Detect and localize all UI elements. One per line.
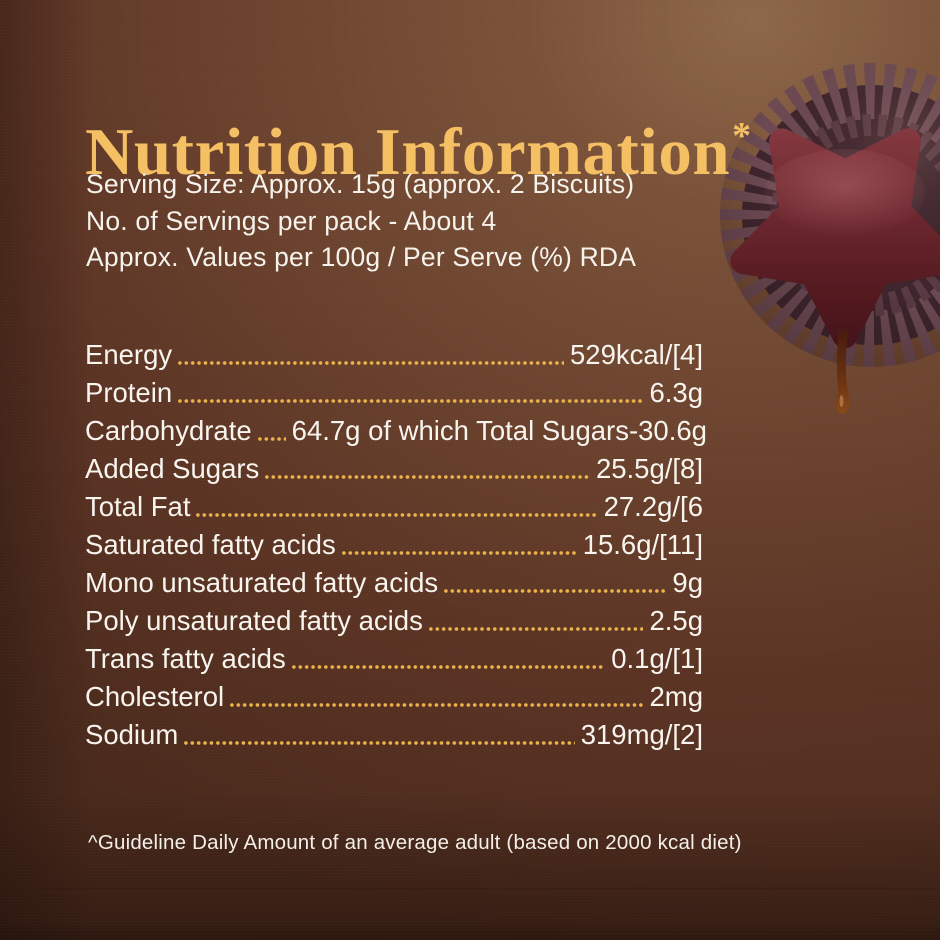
nutrient-label: Total Fat — [85, 491, 191, 522]
serving-size-line: Serving Size: Approx. 15g (approx. 2 Bis… — [86, 169, 635, 199]
nutrient-value: 64.7g of which Total Sugars-30.6g — [291, 415, 707, 446]
dotted-leader — [341, 551, 577, 555]
chocolate-drip — [835, 329, 850, 414]
nutrient-label: Cholesterol — [85, 681, 225, 712]
nutrition-row: Protein 6.3g — [85, 374, 703, 412]
nutrition-row: Sodium 319mg/[2] — [85, 716, 703, 754]
nutrient-label: Energy — [85, 339, 173, 370]
nutrient-value: 2.5g — [649, 605, 703, 636]
nutrient-label: Sodium — [85, 719, 179, 750]
nutrition-table: Energy 529kcal/[4] Protein 6.3g Carbohyd… — [85, 336, 707, 754]
chocolate-star — [730, 128, 940, 348]
nutrient-label: Saturated fatty acids — [85, 529, 336, 560]
nutrition-row: Total Fat 27.2g/[6 — [85, 488, 703, 526]
dotted-leader — [291, 665, 606, 669]
nutrient-label: Trans fatty acids — [85, 643, 286, 674]
surface-scratch-line — [0, 931, 940, 932]
nutrition-row: Energy 529kcal/[4] — [85, 336, 703, 374]
chocolate-star-biscuit-image — [720, 63, 940, 414]
nutrient-value: 25.5g/[8] — [595, 453, 703, 484]
nutrient-label: Added Sugars — [85, 453, 260, 484]
dotted-leader — [230, 703, 644, 707]
nutrition-row: Saturated fatty acids 15.6g/[11] — [85, 526, 703, 564]
nutrient-value: 2mg — [649, 681, 704, 712]
guideline-footnote: ^Guideline Daily Amount of an average ad… — [88, 831, 742, 854]
values-basis-line: Approx. Values per 100g / Per Serve (%) … — [86, 242, 637, 272]
nutrient-value: 27.2g/[6 — [603, 491, 703, 522]
surface-scratch-line — [0, 888, 940, 889]
dotted-leader — [428, 627, 644, 631]
page-title-text: Nutrition Information — [85, 114, 731, 189]
nutrient-value: 319mg/[2] — [580, 719, 703, 750]
dotted-leader — [257, 437, 286, 441]
nutrient-value: 15.6g/[11] — [582, 529, 703, 560]
dotted-leader — [444, 589, 667, 593]
nutrient-value: 6.3g — [649, 377, 703, 408]
dotted-leader — [265, 475, 590, 479]
servings-per-pack-line: No. of Servings per pack - About 4 — [86, 205, 497, 236]
nutrition-row: Added Sugars 25.5g/[8] — [85, 450, 703, 488]
nutrition-row: Cholesterol 2mg — [85, 678, 703, 716]
nutrition-row: Carbohydrate 64.7g of which Total Sugars… — [85, 412, 707, 450]
dotted-leader — [178, 361, 564, 365]
nutrition-row: Mono unsaturated fatty acids 9g — [85, 564, 703, 602]
nutrient-value: 0.1g/[1] — [611, 643, 703, 674]
dotted-leader — [196, 513, 598, 517]
nutrient-value: 9g — [672, 567, 703, 598]
dotted-leader — [178, 399, 644, 403]
dotted-leader — [184, 741, 575, 745]
nutrient-label: Protein — [85, 377, 173, 408]
nutrition-row: Poly unsaturated fatty acids 2.5g — [85, 602, 703, 640]
title-asterisk: * — [732, 114, 752, 157]
nutrient-label: Carbohydrate — [85, 415, 252, 446]
nutrient-value: 529kcal/[4] — [569, 339, 703, 370]
page-title: Nutrition Information* — [85, 114, 845, 197]
nutrient-label: Mono unsaturated fatty acids — [85, 567, 439, 598]
serving-info: Serving Size: Approx. 15g (approx. 2 Bis… — [86, 166, 686, 276]
nutrition-row: Trans fatty acids 0.1g/[1] — [85, 640, 703, 678]
nutrient-label: Poly unsaturated fatty acids — [85, 605, 423, 636]
